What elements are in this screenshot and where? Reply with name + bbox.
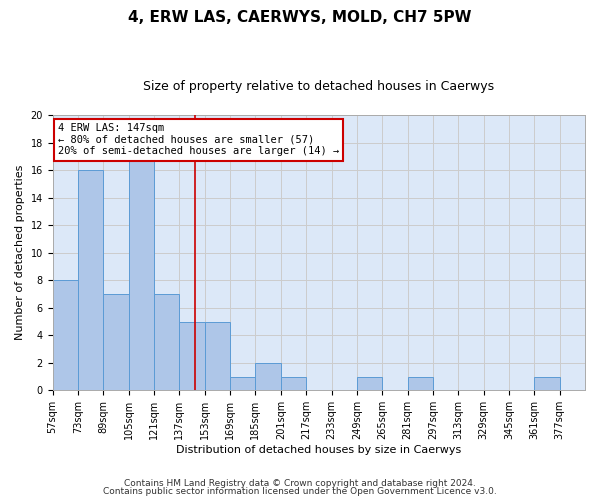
Bar (103, 294, 129, 390)
Text: 4, ERW LAS, CAERWYS, MOLD, CH7 5PW: 4, ERW LAS, CAERWYS, MOLD, CH7 5PW (128, 10, 472, 25)
Title: Size of property relative to detached houses in Caerwys: Size of property relative to detached ho… (143, 80, 494, 93)
Bar (179, 322, 205, 390)
Bar (230, 376, 256, 390)
Text: 4 ERW LAS: 147sqm
← 80% of detached houses are smaller (57)
20% of semi-detached: 4 ERW LAS: 147sqm ← 80% of detached hous… (58, 124, 339, 156)
Bar (256, 363, 281, 390)
Text: Contains public sector information licensed under the Open Government Licence v3: Contains public sector information licen… (103, 487, 497, 496)
X-axis label: Distribution of detached houses by size in Caerwys: Distribution of detached houses by size … (176, 445, 461, 455)
Bar (281, 376, 306, 390)
Bar (154, 294, 179, 390)
Bar (205, 322, 230, 390)
Text: Contains HM Land Registry data © Crown copyright and database right 2024.: Contains HM Land Registry data © Crown c… (124, 478, 476, 488)
Bar (129, 156, 154, 390)
Bar (53, 280, 78, 390)
Y-axis label: Number of detached properties: Number of detached properties (15, 165, 25, 340)
Bar (78, 170, 103, 390)
Bar (535, 376, 560, 390)
Bar (407, 376, 433, 390)
Bar (357, 376, 382, 390)
